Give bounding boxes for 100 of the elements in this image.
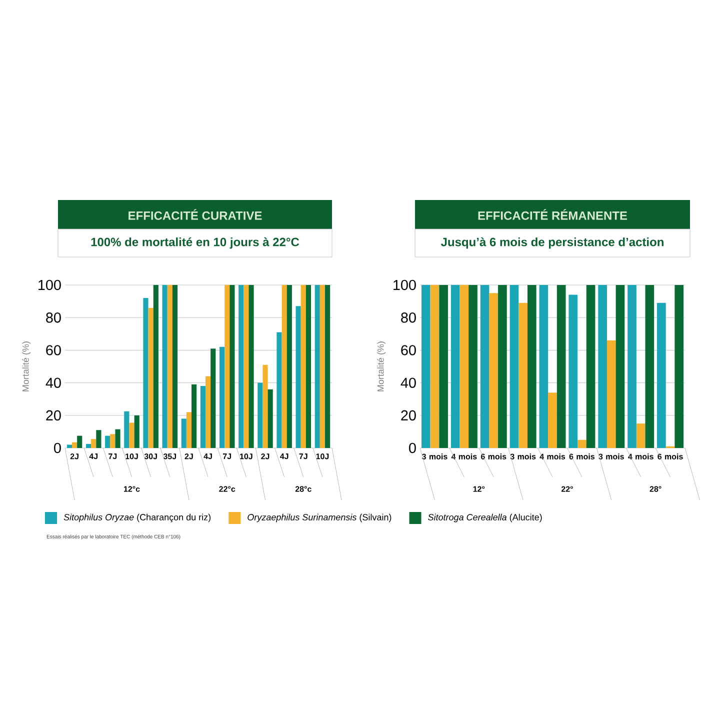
- text: 22°: [561, 486, 573, 492]
- y-tick-label: 60: [46, 345, 61, 356]
- x-tick-label: 4J: [89, 454, 98, 460]
- bar: [282, 284, 287, 448]
- bar: [115, 429, 120, 448]
- x-tick-label: 30J: [144, 454, 157, 460]
- x-tick-label: 4J: [280, 454, 288, 460]
- bar: [548, 392, 557, 448]
- bar: [674, 284, 684, 448]
- y-axis-title: Mortalité (%): [377, 342, 386, 392]
- x-tick-label: 2J: [184, 454, 193, 460]
- bar: [578, 440, 586, 448]
- bar: [468, 284, 478, 448]
- y-tick-label: 40: [46, 378, 61, 388]
- bar: [192, 384, 197, 448]
- bar: [219, 346, 225, 448]
- bar: [306, 284, 312, 448]
- bar: [421, 284, 430, 448]
- x-tick-label: 6 mois: [658, 454, 683, 460]
- x-tick-label: 7J: [108, 454, 117, 460]
- bar: [86, 444, 92, 448]
- y-axis-title: Mortalité (%): [22, 342, 31, 392]
- bar: [296, 306, 301, 448]
- x-tick-label: 4 mois: [540, 454, 566, 460]
- x-tick-label: 10J: [316, 454, 329, 460]
- bar: [66, 444, 72, 448]
- bar: [110, 434, 116, 448]
- bar: [320, 284, 326, 448]
- x-tick-label: 3 mois: [510, 454, 536, 460]
- chart-title: EFFICACITÉ RÉMANENTE: [478, 209, 628, 220]
- y-tick-label: 0: [54, 442, 61, 454]
- bar: [181, 418, 186, 448]
- bar: [439, 284, 448, 448]
- legend-label: Sitophilus Oryzae (Charançon du riz): [64, 514, 211, 522]
- chart-title: EFFICACITÉ CURATIVE: [128, 209, 262, 220]
- bar: [556, 284, 566, 448]
- bar: [162, 284, 168, 448]
- bar: [167, 284, 172, 448]
- bar: [210, 348, 216, 448]
- x-tick-label: 4 mois: [451, 454, 477, 460]
- bar: [616, 284, 625, 448]
- bar: [460, 284, 469, 448]
- text: 12°c: [124, 486, 140, 492]
- bar: [645, 284, 654, 448]
- bar: [72, 442, 78, 448]
- x-tick-label: 3 mois: [422, 454, 448, 460]
- bar: [510, 284, 519, 448]
- bar: [244, 284, 249, 448]
- bar: [268, 389, 273, 448]
- bar: [148, 308, 154, 448]
- text: 12°: [473, 486, 485, 492]
- y-tick-label: 60: [401, 345, 416, 356]
- bar: [657, 302, 666, 448]
- bar: [286, 284, 292, 448]
- chart-subtitle: Jusqu’à 6 mois de persistance d’action: [440, 237, 664, 249]
- bar: [325, 284, 330, 448]
- bar: [606, 340, 616, 448]
- bar: [134, 415, 140, 448]
- bar: [568, 294, 578, 448]
- bar: [450, 284, 460, 448]
- bar: [586, 284, 596, 448]
- x-tick-label: 2J: [70, 454, 78, 460]
- y-tick-label: 100: [394, 280, 416, 290]
- x-tick-label: 2J: [261, 454, 270, 460]
- bar: [153, 284, 158, 448]
- bar: [205, 376, 211, 448]
- chart-subtitle: 100% de mortalité en 10 jours à 22°C: [91, 237, 300, 249]
- bar: [262, 364, 268, 448]
- bar: [430, 284, 440, 448]
- bar: [498, 284, 507, 448]
- bar: [186, 412, 192, 448]
- bar: [172, 284, 178, 448]
- bar: [480, 284, 490, 448]
- bar: [489, 293, 498, 448]
- bar: [91, 439, 96, 448]
- bar: [129, 422, 134, 448]
- y-tick-label: 20: [46, 410, 61, 420]
- legend-label: Oryzaephilus Surinamensis (Silvain): [248, 514, 392, 522]
- bar: [224, 284, 230, 448]
- x-tick-label: 3 mois: [598, 454, 624, 460]
- text: 22°c: [219, 486, 236, 492]
- x-tick-label: 6 mois: [569, 454, 595, 460]
- bar: [527, 284, 536, 448]
- y-tick-label: 20: [401, 410, 416, 420]
- x-tick-label: 7J: [299, 454, 308, 460]
- bar: [518, 302, 528, 448]
- bar: [238, 284, 244, 448]
- bar: [143, 298, 148, 448]
- bar: [314, 284, 320, 448]
- bar: [230, 284, 235, 448]
- bar: [124, 411, 130, 448]
- bar: [200, 386, 206, 448]
- bar: [539, 284, 548, 448]
- bar: [276, 332, 282, 448]
- text: 28°: [650, 486, 662, 492]
- bar: [77, 436, 82, 448]
- x-tick-label: 35J: [163, 454, 176, 460]
- legend-label: Sitotroga Cerealella (Alucite): [428, 514, 542, 522]
- text: 28°c: [295, 486, 312, 492]
- bar: [636, 424, 646, 448]
